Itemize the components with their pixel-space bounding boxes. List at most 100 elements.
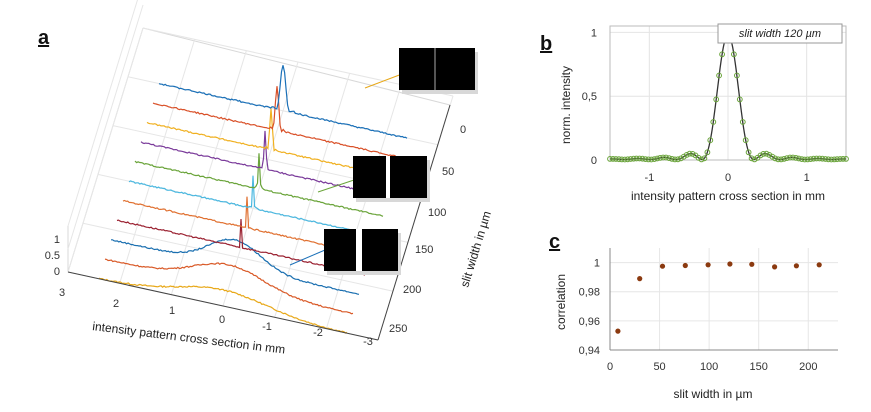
b-measurement-point <box>742 137 749 144</box>
b-measurement-point <box>766 152 773 158</box>
b-measurement-point <box>683 152 690 158</box>
b-measurement-point <box>837 156 843 162</box>
b-measurement-point <box>613 156 619 162</box>
a-x-tick: -3 <box>363 336 373 348</box>
b-measurement-point <box>763 150 770 157</box>
a-series-line <box>140 130 390 198</box>
a-y-tick: 50 <box>442 166 454 178</box>
b-measurement-point <box>828 156 835 163</box>
a-x-tick: 1 <box>169 305 175 317</box>
b-measurement-point <box>813 155 820 162</box>
b-measurement-point <box>645 156 652 163</box>
b-measurement-point <box>719 51 725 58</box>
b-measurement-point <box>739 119 746 125</box>
a-y-tick: 200 <box>403 284 421 296</box>
b-measurement-point <box>657 155 663 161</box>
b-measurement-point <box>778 156 784 163</box>
c-y-tick: 0,94 <box>579 345 600 357</box>
b-measurement-point <box>804 156 811 163</box>
b-measurement-point <box>751 156 758 163</box>
a-x-tick: -1 <box>262 321 272 333</box>
c-x-tick: 200 <box>799 361 817 373</box>
b-measurement-point <box>610 156 616 162</box>
a-grid-line <box>82 222 394 292</box>
a-z-tick: 1 <box>54 234 60 246</box>
c-data-point <box>637 276 643 282</box>
b-y-tick: 0 <box>591 155 597 167</box>
a-series-line <box>104 258 354 315</box>
b-measurement-point <box>819 155 826 162</box>
panel-a: a <box>38 0 494 357</box>
b-measurement-point <box>801 156 808 163</box>
b-measurement-point <box>775 156 781 163</box>
b-measurement-point <box>748 155 755 162</box>
b-measurement-point <box>731 51 737 58</box>
b-measurement-point <box>769 153 776 160</box>
panel-b-plot <box>607 31 849 163</box>
a-y-tick: 150 <box>415 244 433 256</box>
a-grid-line <box>170 50 247 295</box>
b-measurement-point <box>793 155 799 161</box>
a-x-tick: 2 <box>113 298 119 310</box>
b-measurement-point <box>757 152 764 159</box>
b-measurement-point <box>689 151 696 157</box>
b-measurement-point <box>669 156 675 162</box>
b-measurement-point <box>624 156 631 163</box>
b-measurement-point <box>807 156 814 163</box>
b-measurement-point <box>713 96 720 103</box>
c-data-point <box>682 262 688 269</box>
c-y-tick: 0,98 <box>579 287 600 299</box>
b-measurement-point <box>686 150 693 157</box>
b-measurement-point <box>795 155 802 162</box>
b-measurement-point <box>639 155 646 162</box>
b-measurement-point <box>831 156 838 163</box>
b-measurement-point <box>798 156 805 163</box>
b-measurement-point <box>618 156 625 163</box>
b-measurement-point <box>745 149 752 156</box>
c-data-point <box>816 262 822 268</box>
b-measurement-point <box>787 154 793 161</box>
b-measurement-point <box>784 155 790 162</box>
a-series-line <box>158 65 408 139</box>
panel-b-ticks: -1 0 1 0 0,5 1 <box>582 27 810 184</box>
b-measurement-point <box>701 155 708 162</box>
c-data-point <box>659 263 666 269</box>
b-measurement-point <box>781 156 787 162</box>
slit-icon-top <box>364 48 478 94</box>
b-measurement-point <box>695 154 702 161</box>
b-measurement-point <box>636 155 643 162</box>
b-measurement-point <box>627 156 634 162</box>
b-measurement-point <box>642 156 649 163</box>
b-measurement-point <box>772 155 779 162</box>
panel-label-c: c <box>549 231 560 253</box>
b-measurement-point <box>672 156 678 163</box>
b-measurement-point <box>621 156 628 163</box>
b-measurement-point <box>816 155 823 162</box>
panel-label-a: a <box>38 27 50 49</box>
a-grid-line <box>325 84 402 329</box>
b-measurement-point <box>707 137 714 144</box>
b-measurement-point <box>633 155 640 162</box>
b-y-axis-label: norm. intensity <box>559 66 573 144</box>
a-x-tick: 0 <box>219 314 225 326</box>
b-y-tick: 0,5 <box>582 91 597 103</box>
a-series-line <box>128 175 378 237</box>
a-grid-line <box>67 4 144 250</box>
slit-icon-middle <box>317 156 430 202</box>
b-measurement-point <box>651 156 658 163</box>
b-measurement-point <box>760 151 767 157</box>
a-series-line <box>98 277 348 334</box>
panel-c-ticks: 0 50 100 150 200 0,94 0,96 0,98 1 <box>579 258 818 373</box>
a-z-tick: 0 <box>54 266 60 278</box>
a-grid-line <box>274 73 351 318</box>
c-x-tick: 50 <box>653 361 665 373</box>
a-series-line <box>116 218 366 276</box>
c-y-tick: 0,96 <box>579 316 600 328</box>
b-measurement-point <box>698 156 705 163</box>
b-measurement-point <box>704 149 711 156</box>
a-series-line <box>111 238 360 295</box>
c-y-tick: 1 <box>594 258 600 270</box>
a-y-tick: 0 <box>460 124 466 136</box>
b-x-tick: 0 <box>725 172 731 184</box>
b-annotation: slit width 120 µm <box>739 28 821 40</box>
